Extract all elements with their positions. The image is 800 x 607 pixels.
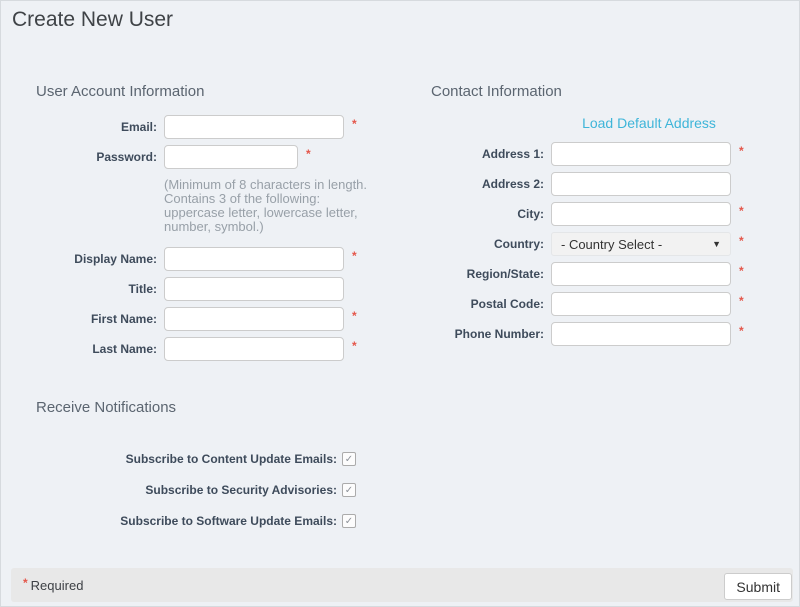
display-name-field[interactable] (164, 247, 344, 271)
account-section-title: User Account Information (36, 83, 205, 100)
address2-row: Address 2: (431, 172, 791, 196)
phone-number-label: Phone Number: (454, 327, 544, 341)
notifications-section-title: Receive Notifications (36, 399, 177, 416)
display-name-row: Display Name: * (36, 247, 411, 271)
first-name-field[interactable] (164, 307, 344, 331)
required-marker: * (739, 144, 744, 158)
required-marker: * (352, 117, 357, 131)
required-marker: * (352, 339, 357, 353)
contact-section-title: Contact Information (431, 83, 562, 100)
software-updates-label: Subscribe to Software Update Emails: (120, 514, 337, 528)
load-default-address-row: Load Default Address (559, 115, 739, 133)
chevron-down-icon: ▼ (712, 239, 721, 249)
check-icon: ✓ (344, 484, 354, 496)
password-row: Password: * (36, 145, 411, 169)
security-advisories-row: Subscribe to Security Advisories: ✓ (36, 483, 356, 497)
submit-button[interactable]: Submit (724, 573, 792, 600)
password-hint: (Minimum of 8 characters in length. Cont… (164, 177, 368, 234)
email-label: Email: (120, 120, 157, 134)
region-state-label: Region/State: (466, 267, 544, 281)
load-default-address-link[interactable]: Load Default Address (582, 115, 716, 131)
country-row: Country: - Country Select - ▼ * (431, 232, 791, 256)
postal-code-label: Postal Code: (470, 297, 544, 311)
address2-field[interactable] (551, 172, 731, 196)
password-hint-row: (Minimum of 8 characters in length. Cont… (36, 175, 411, 241)
last-name-field[interactable] (164, 337, 344, 361)
notifications-section: Receive Notifications Subscribe to Conte… (36, 399, 356, 545)
software-updates-row: Subscribe to Software Update Emails: ✓ (36, 514, 356, 528)
last-name-label: Last Name: (92, 342, 157, 356)
account-section: User Account Information Email: * Passwo… (36, 83, 411, 367)
title-field[interactable] (164, 277, 344, 301)
footer-bar: * Required (11, 568, 793, 602)
required-marker: * (739, 294, 744, 308)
software-updates-checkbox[interactable]: ✓ (342, 514, 356, 528)
phone-number-row: Phone Number: * (431, 322, 791, 346)
required-marker: * (23, 576, 28, 590)
security-advisories-checkbox[interactable]: ✓ (342, 483, 356, 497)
first-name-label: First Name: (90, 312, 157, 326)
phone-number-field[interactable] (551, 322, 731, 346)
required-marker: * (739, 234, 744, 248)
region-state-field[interactable] (551, 262, 731, 286)
required-marker: * (739, 324, 744, 338)
last-name-row: Last Name: * (36, 337, 411, 361)
city-label: City: (517, 207, 544, 221)
country-label: Country: (494, 237, 544, 251)
address1-row: Address 1: * (431, 142, 791, 166)
content-updates-row: Subscribe to Content Update Emails: ✓ (36, 452, 356, 466)
content-updates-label: Subscribe to Content Update Emails: (125, 452, 337, 466)
region-state-row: Region/State: * (431, 262, 791, 286)
postal-code-row: Postal Code: * (431, 292, 791, 316)
password-label: Password: (96, 150, 157, 164)
title-label: Title: (128, 282, 157, 296)
first-name-row: First Name: * (36, 307, 411, 331)
content-updates-checkbox[interactable]: ✓ (342, 452, 356, 466)
display-name-label: Display Name: (74, 252, 157, 266)
country-select-value: - Country Select - (561, 236, 663, 252)
check-icon: ✓ (344, 515, 354, 527)
address1-label: Address 1: (481, 147, 544, 161)
title-row: Title: (36, 277, 411, 301)
required-marker: * (352, 309, 357, 323)
country-select[interactable]: - Country Select - ▼ (551, 232, 731, 256)
check-icon: ✓ (344, 453, 354, 465)
address1-field[interactable] (551, 142, 731, 166)
postal-code-field[interactable] (551, 292, 731, 316)
required-note: Required (30, 577, 84, 593)
page-title: Create New User (12, 8, 174, 31)
email-row: Email: * (36, 115, 411, 139)
required-marker: * (352, 249, 357, 263)
security-advisories-label: Subscribe to Security Advisories: (145, 483, 337, 497)
contact-section: Contact Information Load Default Address… (431, 83, 791, 352)
required-marker: * (739, 264, 744, 278)
address2-label: Address 2: (481, 177, 544, 191)
email-field[interactable] (164, 115, 344, 139)
city-row: City: * (431, 202, 791, 226)
city-field[interactable] (551, 202, 731, 226)
required-marker: * (739, 204, 744, 218)
password-field[interactable] (164, 145, 298, 169)
required-marker: * (306, 147, 311, 161)
